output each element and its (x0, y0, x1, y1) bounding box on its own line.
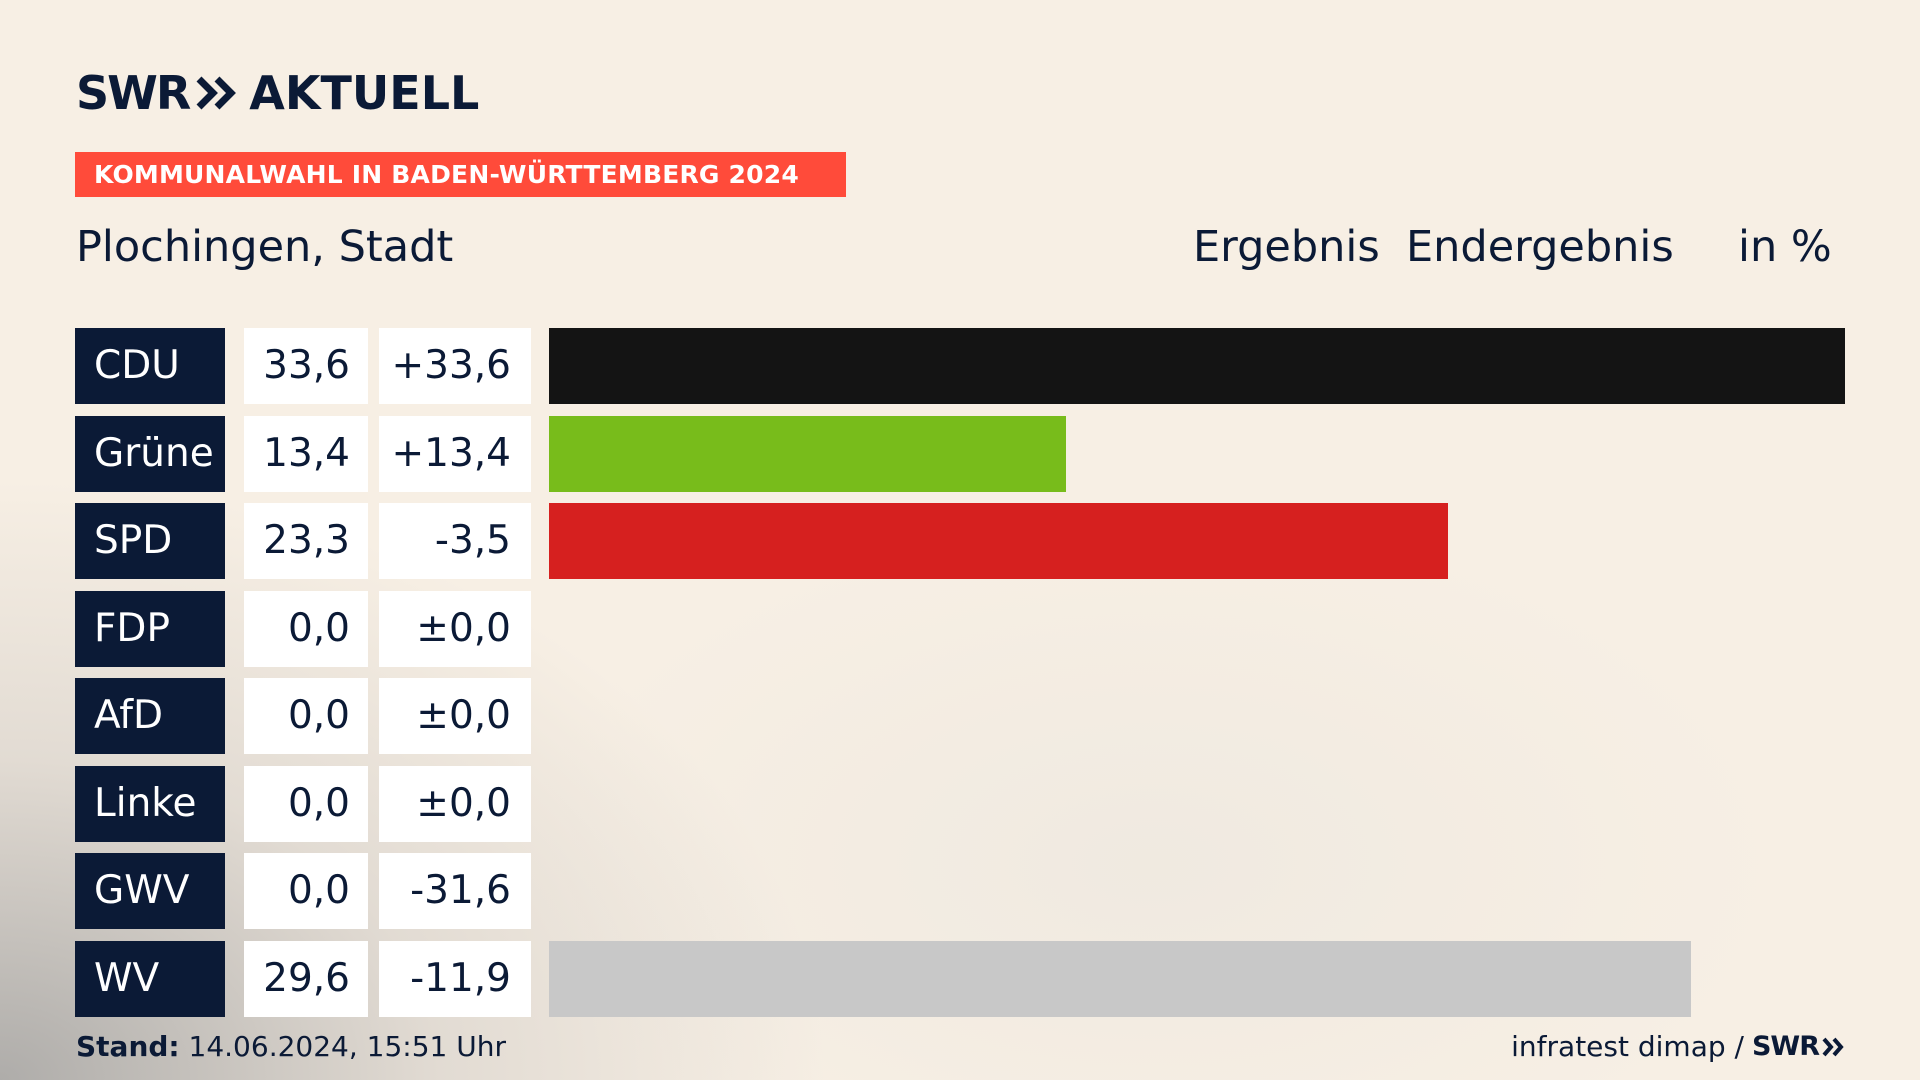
double-chevron-icon (196, 76, 237, 110)
source-credit: infratest dimap / SWR (1511, 1030, 1844, 1063)
logo-swr-text: SWR (76, 66, 191, 120)
party-label: SPD (75, 503, 225, 579)
party-label: Linke (75, 765, 225, 842)
result-bar (549, 415, 1066, 492)
result-bar (549, 940, 1691, 1017)
party-label: GWV (75, 853, 225, 929)
party-label: FDP (75, 590, 225, 667)
result-row: Grüne 13,4 +13,4 (0, 415, 1920, 492)
party-label: Grüne (75, 415, 225, 492)
vote-share-value: 33,6 (244, 328, 368, 404)
result-row: WV 29,6 -11,9 (0, 940, 1920, 1017)
vote-share-change: ±0,0 (379, 678, 531, 754)
source-text: infratest dimap / (1511, 1030, 1744, 1063)
vote-share-value: 13,4 (244, 415, 368, 492)
vote-share-change: ±0,0 (379, 765, 531, 842)
double-chevron-icon (1822, 1037, 1844, 1056)
election-tag: KOMMUNALWAHL IN BADEN-WÜRTTEMBERG 2024 (75, 152, 846, 197)
footer-swr-logo: SWR (1752, 1031, 1844, 1062)
logo-aktuell-text: AKTUELL (249, 66, 480, 120)
result-row: Linke 0,0 ±0,0 (0, 765, 1920, 842)
result-row: SPD 23,3 -3,5 (0, 503, 1920, 579)
vote-share-change: -3,5 (379, 503, 531, 579)
vote-share-value: 0,0 (244, 765, 368, 842)
party-label: AfD (75, 678, 225, 754)
timestamp: Stand: 14.06.2024, 15:51 Uhr (76, 1030, 506, 1063)
vote-share-change: -11,9 (379, 940, 531, 1017)
vote-share-change: -31,6 (379, 853, 531, 929)
party-label: CDU (75, 328, 225, 404)
header-unit: in % (1738, 222, 1832, 272)
vote-share-value: 29,6 (244, 940, 368, 1017)
vote-share-value: 0,0 (244, 853, 368, 929)
result-row: GWV 0,0 -31,6 (0, 853, 1920, 929)
footer-swr-text: SWR (1751, 1031, 1820, 1062)
vote-share-change: +13,4 (379, 415, 531, 492)
header-status: Endergebnis (1406, 222, 1674, 272)
party-label: WV (75, 940, 225, 1017)
result-row: CDU 33,6 +33,6 (0, 328, 1920, 404)
stand-label: Stand: (76, 1030, 180, 1063)
result-row: FDP 0,0 ±0,0 (0, 590, 1920, 667)
place-title: Plochingen, Stadt (76, 222, 454, 272)
result-bar (549, 328, 1845, 404)
vote-share-value: 23,3 (244, 503, 368, 579)
result-row: AfD 0,0 ±0,0 (0, 678, 1920, 754)
vote-share-value: 0,0 (244, 590, 368, 667)
vote-share-change: ±0,0 (379, 590, 531, 667)
vote-share-value: 0,0 (244, 678, 368, 754)
header-result: Ergebnis (1193, 222, 1380, 272)
swr-aktuell-logo: SWR AKTUELL (76, 66, 480, 120)
result-bar (549, 503, 1448, 579)
vote-share-change: +33,6 (379, 328, 531, 404)
stand-value: 14.06.2024, 15:51 Uhr (188, 1030, 506, 1063)
